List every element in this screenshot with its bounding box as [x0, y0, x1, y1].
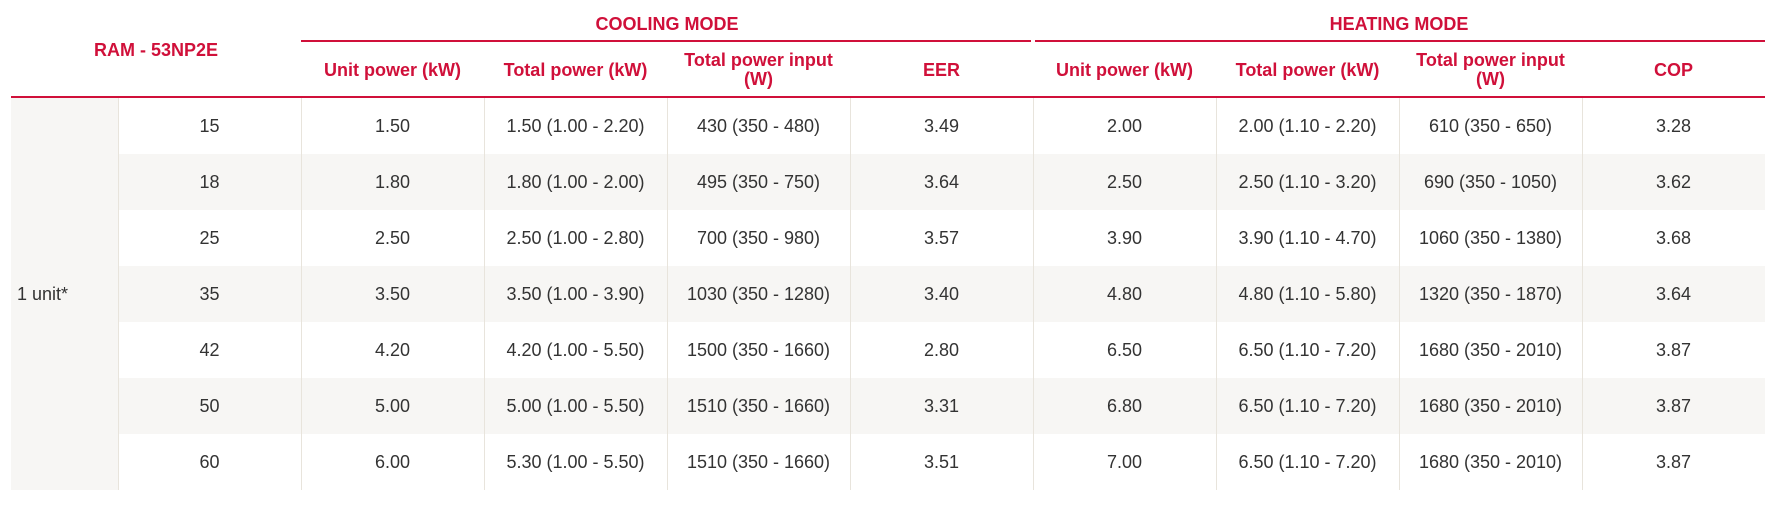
table-cell: 1680 (350 - 2010) — [1418, 395, 1563, 416]
table-cell: 1510 (350 - 1660) — [686, 395, 831, 416]
column-header: Unit power (kW) — [1056, 59, 1193, 80]
model-header: RAM - 53NP2E — [93, 39, 219, 60]
table-cell: 5.30 (1.00 - 5.50) — [506, 451, 645, 472]
column-divider — [1033, 98, 1034, 490]
table-cell: 4.80 (1.10 - 5.80) — [1238, 283, 1377, 304]
table-cell: 3.57 — [923, 227, 960, 248]
column-divider — [1216, 98, 1217, 490]
column-divider — [667, 98, 668, 490]
column-header: Total power (kW) — [1235, 59, 1380, 80]
table-cell: 1500 (350 - 1660) — [686, 339, 831, 360]
table-cell: 3.87 — [1655, 451, 1692, 472]
table-cell: 3.64 — [923, 171, 960, 192]
column-divider — [484, 98, 485, 490]
column-divider — [1399, 98, 1400, 490]
column-header: COP — [1653, 59, 1693, 80]
table-cell: 42 — [199, 339, 220, 360]
group-header: HEATING MODE — [1329, 13, 1469, 34]
table-cell: 3.51 — [923, 451, 960, 472]
table-cell: 3.90 (1.10 - 4.70) — [1238, 227, 1377, 248]
table-cell: 495 (350 - 750) — [696, 171, 821, 192]
column-header: Total power input (W) — [1416, 50, 1565, 89]
table-cell: 4.20 (1.00 - 5.50) — [506, 339, 645, 360]
table-cell: 6.50 (1.10 - 7.20) — [1238, 395, 1377, 416]
table-cell: 1.80 (1.00 - 2.00) — [506, 171, 645, 192]
table-cell: 3.68 — [1655, 227, 1692, 248]
column-header: Unit power (kW) — [324, 59, 461, 80]
column-divider — [850, 98, 851, 490]
table-cell: 18 — [199, 171, 220, 192]
table-cell: 700 (350 - 980) — [696, 227, 821, 248]
table-cell: 3.50 (1.00 - 3.90) — [506, 283, 645, 304]
table-cell: 25 — [199, 227, 220, 248]
table-cell: 3.87 — [1655, 339, 1692, 360]
group-rule — [301, 40, 1031, 42]
table-cell: 3.49 — [923, 115, 960, 136]
table-cell: 3.28 — [1655, 115, 1692, 136]
table-cell: 1.80 — [374, 171, 411, 192]
table-cell: 1060 (350 - 1380) — [1418, 227, 1563, 248]
table-cell: 3.62 — [1655, 171, 1692, 192]
table-cell: 6.80 — [1106, 395, 1143, 416]
table-cell: 1320 (350 - 1870) — [1418, 283, 1563, 304]
table-cell: 3.40 — [923, 283, 960, 304]
group-label: 1 unit* — [17, 283, 69, 304]
table-cell: 2.50 (1.10 - 3.20) — [1238, 171, 1377, 192]
table-cell: 1.50 — [374, 115, 411, 136]
table-cell: 2.50 (1.00 - 2.80) — [506, 227, 645, 248]
table-cell: 2.00 (1.10 - 2.20) — [1238, 115, 1377, 136]
table-cell: 2.50 — [1106, 171, 1143, 192]
table-cell: 1030 (350 - 1280) — [686, 283, 831, 304]
column-header: EER — [922, 59, 960, 80]
table-cell: 1.50 (1.00 - 2.20) — [506, 115, 645, 136]
group-rule — [1035, 40, 1765, 42]
table-cell: 6.50 (1.10 - 7.20) — [1238, 451, 1377, 472]
table-cell: 1680 (350 - 2010) — [1418, 339, 1563, 360]
table-cell: 3.90 — [1106, 227, 1143, 248]
table-cell: 60 — [199, 451, 220, 472]
table-cell: 6.50 — [1106, 339, 1143, 360]
header-rule — [11, 96, 1765, 98]
table-cell: 5.00 (1.00 - 5.50) — [506, 395, 645, 416]
table-cell: 1680 (350 - 2010) — [1418, 451, 1563, 472]
table-cell: 610 (350 - 650) — [1428, 115, 1553, 136]
table-cell: 2.00 — [1106, 115, 1143, 136]
table-cell: 4.80 — [1106, 283, 1143, 304]
table-cell: 4.20 — [374, 339, 411, 360]
table-cell: 3.64 — [1655, 283, 1692, 304]
column-divider — [301, 98, 302, 490]
group-header: COOLING MODE — [595, 13, 739, 34]
table-cell: 1510 (350 - 1660) — [686, 451, 831, 472]
table-cell: 7.00 — [1106, 451, 1143, 472]
row-stripe — [118, 154, 1765, 210]
row-stripe — [118, 266, 1765, 322]
table-cell: 6.50 (1.10 - 7.20) — [1238, 339, 1377, 360]
group-cell-bg — [11, 98, 118, 490]
column-header: Total power (kW) — [503, 59, 648, 80]
table-cell: 5.00 — [374, 395, 411, 416]
table-cell: 2.80 — [923, 339, 960, 360]
table-cell: 50 — [199, 395, 220, 416]
column-divider — [1582, 98, 1583, 490]
table-cell: 2.50 — [374, 227, 411, 248]
column-divider — [118, 98, 119, 490]
column-header: Total power input (W) — [684, 50, 833, 89]
table-cell: 35 — [199, 283, 220, 304]
table-cell: 6.00 — [374, 451, 411, 472]
table-cell: 430 (350 - 480) — [696, 115, 821, 136]
table-cell: 3.50 — [374, 283, 411, 304]
table-cell: 690 (350 - 1050) — [1423, 171, 1558, 192]
row-stripe — [118, 378, 1765, 434]
table-cell: 15 — [199, 115, 220, 136]
table-cell: 3.87 — [1655, 395, 1692, 416]
table-cell: 3.31 — [923, 395, 960, 416]
